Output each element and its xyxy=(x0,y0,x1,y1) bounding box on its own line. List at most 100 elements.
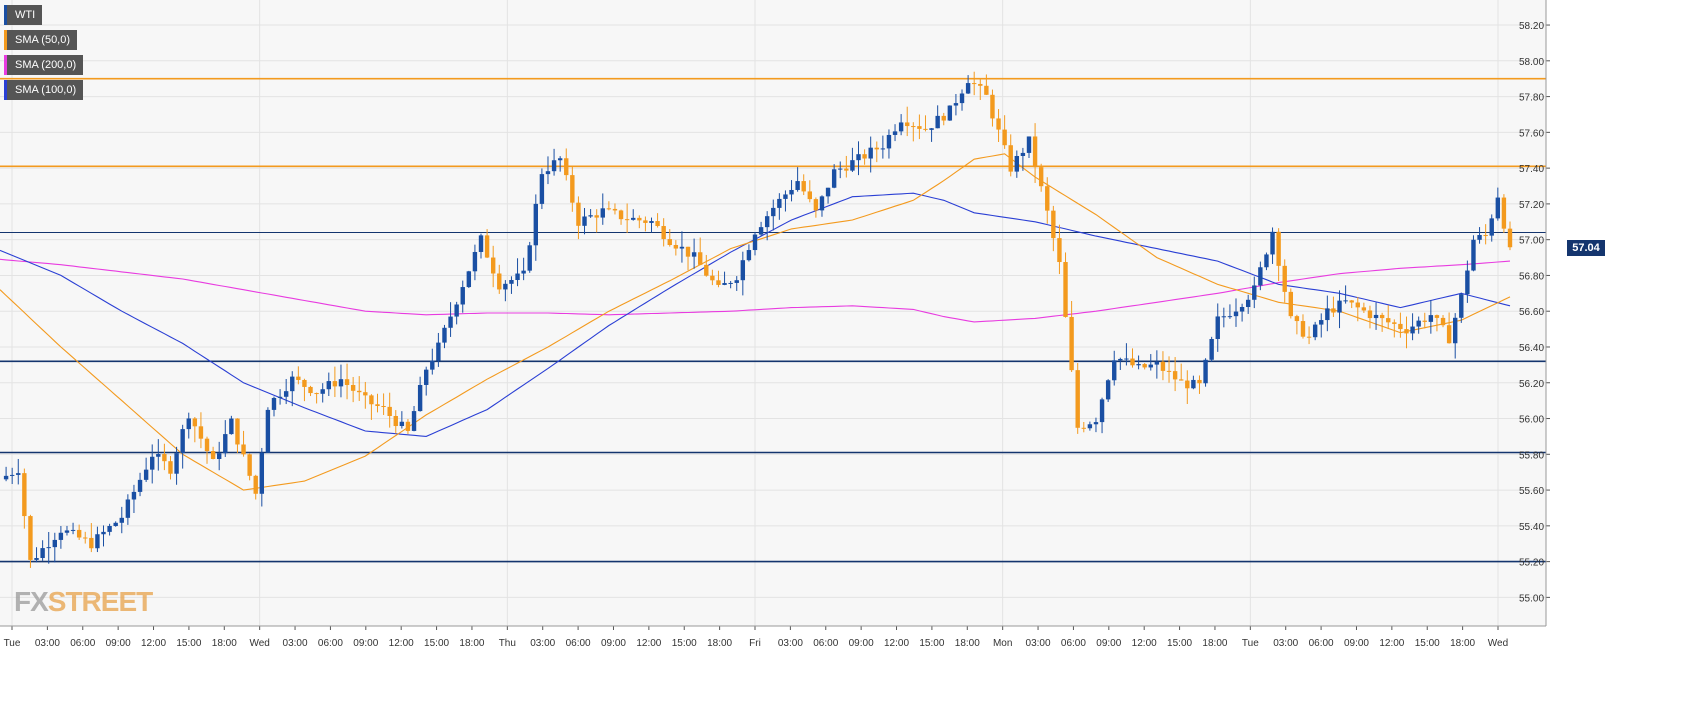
candle xyxy=(1069,301,1074,372)
candle xyxy=(509,276,514,294)
x-tick-label: Fri xyxy=(749,638,761,649)
candle xyxy=(424,366,429,396)
candle xyxy=(801,174,806,196)
candle xyxy=(631,209,636,221)
candle xyxy=(1166,356,1172,383)
candle xyxy=(369,394,374,420)
candle xyxy=(716,270,721,288)
candle xyxy=(107,523,112,536)
candle xyxy=(1185,370,1190,405)
candle xyxy=(101,525,106,547)
candle xyxy=(862,149,867,165)
candle xyxy=(679,231,685,263)
candle xyxy=(917,114,922,140)
candle xyxy=(588,209,593,218)
candle xyxy=(1459,292,1464,323)
candle xyxy=(503,280,508,302)
candle xyxy=(533,194,539,261)
x-tick-label: 12:00 xyxy=(141,638,166,649)
candle xyxy=(710,269,715,286)
candle xyxy=(880,135,886,159)
candle xyxy=(1258,261,1263,291)
candle xyxy=(758,221,764,237)
candle xyxy=(3,466,9,482)
candle xyxy=(795,167,800,192)
candle xyxy=(1319,313,1324,338)
x-tick-label: 15:00 xyxy=(1167,638,1192,649)
candle xyxy=(478,233,484,259)
candle xyxy=(1197,375,1202,394)
candle xyxy=(783,190,788,212)
candle xyxy=(113,521,118,527)
candle xyxy=(1148,354,1153,371)
y-tick-label: 55.20 xyxy=(1519,558,1544,569)
candle xyxy=(16,458,21,485)
candle xyxy=(1422,312,1427,329)
candle xyxy=(357,376,362,401)
candle xyxy=(831,164,837,189)
candle xyxy=(850,147,855,172)
x-tick-label: 06:00 xyxy=(318,638,343,649)
x-tick-label: 18:00 xyxy=(459,638,484,649)
candle xyxy=(655,213,660,228)
x-tick-label: 12:00 xyxy=(1379,638,1404,649)
x-tick-label: 09:00 xyxy=(106,638,131,649)
candle xyxy=(271,396,277,417)
candle xyxy=(1130,348,1135,368)
y-tick-label: 56.00 xyxy=(1519,415,1544,426)
candle xyxy=(1020,147,1026,171)
candle xyxy=(466,270,472,289)
legend-item: WTI xyxy=(4,5,43,25)
candle xyxy=(661,218,666,247)
candle xyxy=(1051,205,1056,252)
x-tick-label: 03:00 xyxy=(1273,638,1298,649)
candle xyxy=(1416,316,1421,334)
candle xyxy=(290,371,295,407)
candle xyxy=(1233,298,1239,327)
candle xyxy=(198,412,204,449)
candle xyxy=(1404,316,1409,349)
candle xyxy=(1495,187,1501,221)
candle xyxy=(1477,227,1482,244)
y-tick-label: 55.00 xyxy=(1519,593,1544,604)
candle xyxy=(691,238,697,269)
y-tick-label: 55.60 xyxy=(1519,486,1544,497)
candle xyxy=(734,276,739,291)
x-tick-label: 18:00 xyxy=(955,638,980,649)
x-axis: Tue 03:00 06:00 09:00 12:00 15:00 18:00 Wed 03:0… xyxy=(0,625,1546,649)
candle xyxy=(515,258,520,287)
legend-label: SMA (200,0) xyxy=(15,59,77,71)
candle xyxy=(387,392,392,428)
x-tick-label: 12:00 xyxy=(1132,638,1157,649)
x-tick-label: 18:00 xyxy=(1450,638,1475,649)
y-tick-label: 57.20 xyxy=(1519,200,1544,211)
candle xyxy=(399,411,405,429)
candle xyxy=(971,71,977,96)
x-tick-label: 18:00 xyxy=(212,638,237,649)
legend-swatch xyxy=(4,30,7,50)
y-tick-label: 56.60 xyxy=(1519,307,1544,318)
candle xyxy=(344,363,350,400)
candle xyxy=(1446,312,1452,344)
candle xyxy=(223,420,228,457)
candle xyxy=(9,467,15,485)
candle xyxy=(119,506,124,534)
candle xyxy=(454,301,459,325)
candle xyxy=(1453,313,1458,359)
y-tick-label: 58.00 xyxy=(1519,57,1544,68)
candle xyxy=(137,472,143,497)
x-tick-label: 09:00 xyxy=(601,638,626,649)
candle xyxy=(302,378,307,402)
y-tick-label: 56.40 xyxy=(1519,343,1544,354)
candle xyxy=(1093,417,1099,433)
candle xyxy=(332,366,338,398)
candle xyxy=(1343,285,1348,304)
candle xyxy=(308,385,313,397)
candle xyxy=(1434,314,1440,332)
candle xyxy=(1507,221,1513,251)
candle xyxy=(1325,295,1330,332)
candle xyxy=(1398,312,1403,338)
candle xyxy=(1203,358,1208,387)
candle xyxy=(1355,297,1360,322)
